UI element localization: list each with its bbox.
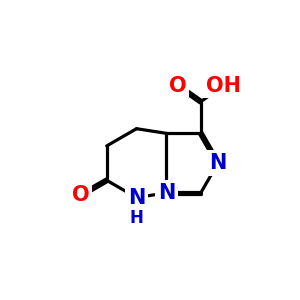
Text: H: H <box>130 208 143 226</box>
Text: N: N <box>158 183 175 203</box>
Text: O: O <box>169 76 187 96</box>
Text: OH: OH <box>206 76 241 96</box>
Text: N: N <box>128 188 145 208</box>
Text: N: N <box>209 153 226 173</box>
Text: O: O <box>72 185 89 206</box>
